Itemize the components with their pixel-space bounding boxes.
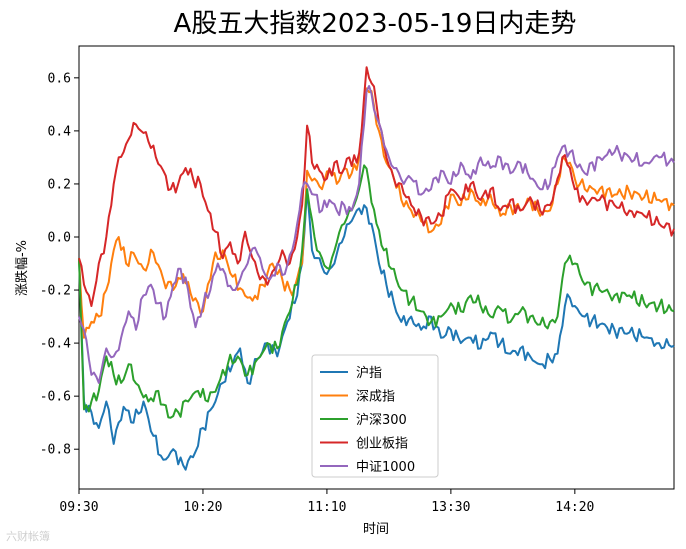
x-tick-label: 11:10 [307,500,346,515]
x-tick-label: 13:30 [431,500,470,515]
x-axis-label: 时间 [363,522,389,537]
y-tick-label: -0.4 [40,337,71,352]
y-tick-label: 0.2 [48,177,71,192]
x-axis-ticks: 09:30 10:20 11:10 13:30 14:20 [59,489,594,515]
legend-label: 中证1000 [356,460,415,475]
watermark-text: 六财帐簿 [6,529,50,543]
y-axis-ticks: -0.8 -0.6 -0.4 -0.2 0.0 0.2 0.4 0.6 [40,71,79,457]
legend-label: 深成指 [356,390,395,405]
x-tick-label: 09:30 [59,500,98,515]
x-tick-label: 14:20 [555,500,594,515]
legend-label: 创业板指 [356,437,408,452]
y-tick-label: -0.2 [40,284,71,299]
y-tick-label: 0.0 [48,230,71,245]
y-tick-label: -0.6 [40,390,71,405]
chart-title: A股五大指数2023-05-19日内走势 [174,9,577,39]
y-tick-label: 0.4 [48,124,72,139]
legend-label: 沪指 [356,365,382,381]
legend-label: 沪深300 [356,412,407,428]
y-tick-label: 0.6 [48,71,71,86]
x-tick-label: 10:20 [183,500,222,515]
y-tick-label: -0.8 [40,443,71,458]
y-axis-label: 涨跌幅-% [14,240,30,296]
